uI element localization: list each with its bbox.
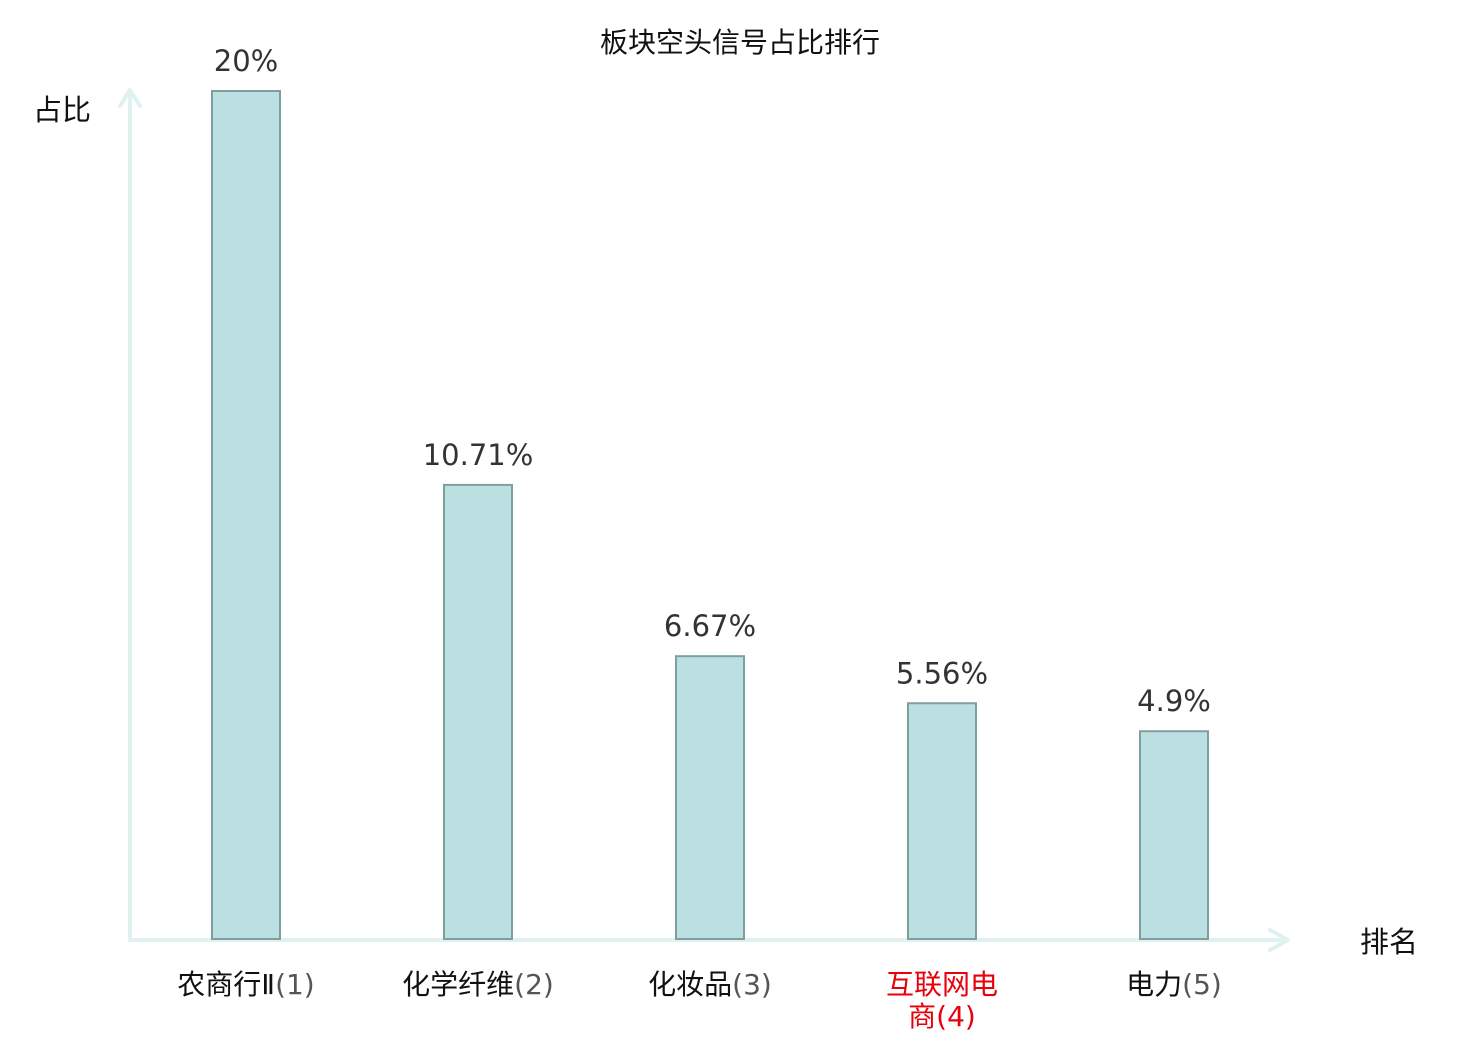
chart-title: 板块空头信号占比排行 xyxy=(600,26,880,59)
bar-2 xyxy=(443,483,513,940)
bar-1 xyxy=(211,90,281,940)
category-labels-group: 农商行Ⅱ(1) 化学纤维(2) 化妆品(3) 互联网电商(4) 电力(5) xyxy=(177,968,1222,1033)
x-axis-label: 排名 xyxy=(1360,925,1418,959)
category-label-1: 农商行Ⅱ(1) xyxy=(177,968,314,1001)
value-label-5: 4.9% xyxy=(1137,684,1211,718)
category-label-3: 化妆品(3) xyxy=(648,968,772,1001)
value-labels-group: 20% 10.71% 6.67% 5.56% 4.9% xyxy=(214,44,1211,718)
value-label-1: 20% xyxy=(214,44,278,78)
y-axis xyxy=(118,88,142,940)
bar-4 xyxy=(907,702,977,940)
category-label-4: 互联网电商(4) xyxy=(886,968,998,1033)
category-label-5: 电力(5) xyxy=(1126,968,1222,1001)
value-label-2: 10.71% xyxy=(423,438,534,472)
y-axis-label: 占比 xyxy=(33,93,91,127)
category-label-2: 化学纤维(2) xyxy=(402,968,554,1001)
value-label-4: 5.56% xyxy=(896,656,988,690)
bars-group xyxy=(211,90,1209,941)
bar-3 xyxy=(675,655,745,941)
bar-5 xyxy=(1139,730,1209,940)
value-label-3: 6.67% xyxy=(664,609,756,643)
